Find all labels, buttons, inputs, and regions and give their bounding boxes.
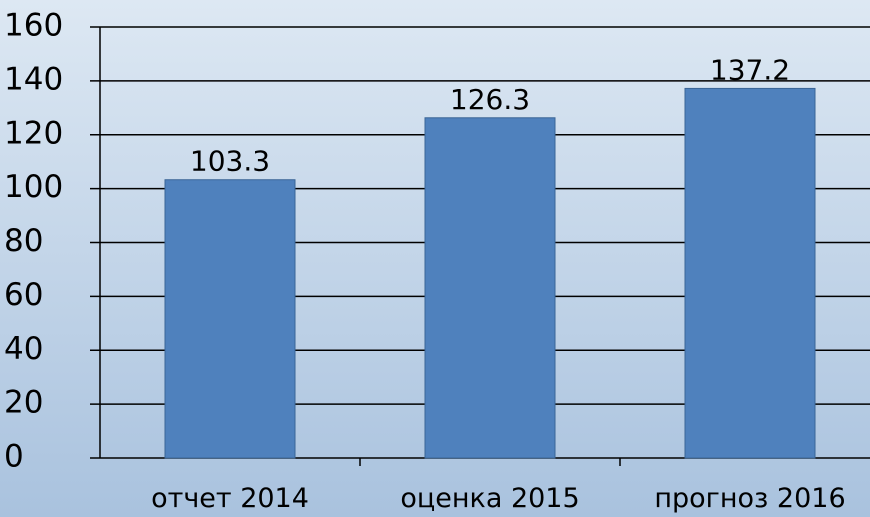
y-tick-label: 80 <box>4 223 43 259</box>
y-tick-label: 140 <box>4 61 63 97</box>
x-tick-label: отчет 2014 <box>151 483 309 514</box>
value-label: 126.3 <box>450 83 530 116</box>
bar <box>684 87 816 459</box>
y-tick-label: 0 <box>4 439 24 475</box>
bar <box>424 117 556 459</box>
y-tick-label: 120 <box>4 115 63 151</box>
y-tick-label: 100 <box>4 169 63 205</box>
bar <box>164 179 296 459</box>
y-tick-label: 60 <box>4 277 43 313</box>
x-tick-label: прогноз 2016 <box>654 483 845 514</box>
y-tick-label: 160 <box>4 8 63 44</box>
value-label: 137.2 <box>710 53 790 86</box>
value-label: 103.3 <box>190 145 270 178</box>
x-tick-label: оценка 2015 <box>400 483 579 514</box>
y-tick-label: 20 <box>4 385 43 421</box>
y-tick-label: 40 <box>4 331 43 367</box>
